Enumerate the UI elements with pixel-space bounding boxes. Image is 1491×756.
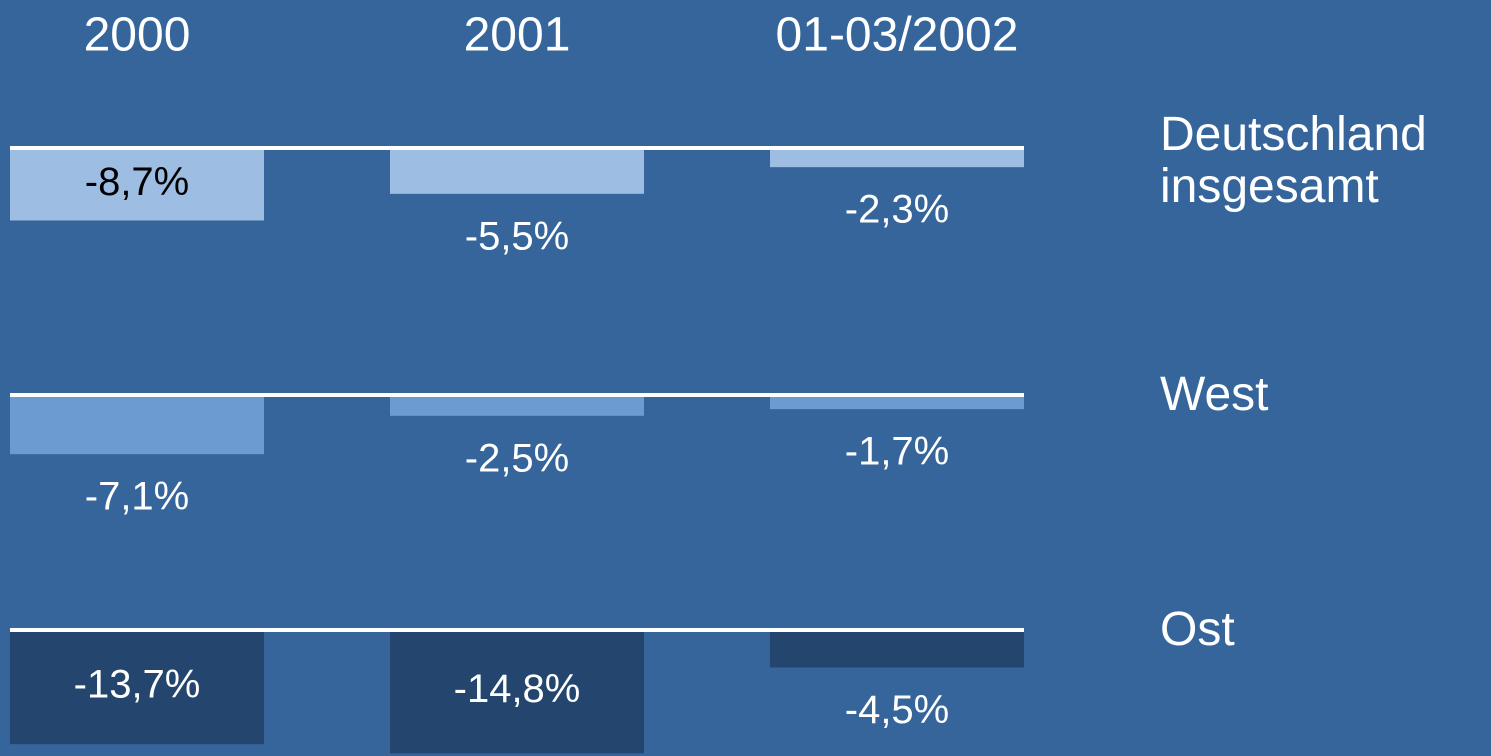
value-label: -8,7%	[85, 160, 190, 204]
value-label: -13,7%	[74, 663, 201, 707]
category-label: 2000	[84, 9, 191, 62]
bar	[770, 395, 1024, 410]
bar	[10, 148, 264, 221]
value-label: -7,1%	[85, 475, 190, 519]
value-label: -14,8%	[454, 667, 581, 711]
value-label: -2,5%	[465, 436, 570, 480]
category-label: 2001	[464, 9, 571, 62]
series-name: West	[1160, 368, 1269, 421]
category-label: 01-03/2002	[776, 9, 1019, 62]
bar	[390, 395, 644, 416]
value-label: -5,5%	[465, 214, 570, 258]
bar	[10, 395, 264, 455]
bar	[770, 148, 1024, 168]
value-label: -2,3%	[845, 188, 950, 232]
value-label: -1,7%	[845, 430, 950, 474]
bar	[390, 148, 644, 194]
series-name: Ost	[1160, 603, 1235, 656]
bar	[770, 630, 1024, 668]
bar	[10, 630, 264, 745]
bar	[390, 630, 644, 754]
value-label: -4,5%	[845, 688, 950, 732]
series-name: Deutschland insgesamt	[1160, 108, 1427, 213]
